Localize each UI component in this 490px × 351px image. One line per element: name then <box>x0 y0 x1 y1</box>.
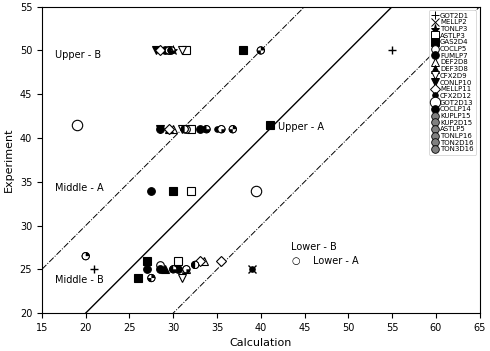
Circle shape <box>218 126 225 133</box>
Y-axis label: Experiment: Experiment <box>4 128 14 192</box>
Text: Upper - A: Upper - A <box>278 121 324 132</box>
Wedge shape <box>233 126 237 129</box>
Text: Upper - B: Upper - B <box>55 50 101 60</box>
Circle shape <box>229 126 237 133</box>
Legend: GOT2D1, MELLP2, TONLP3, ASTLP3, GAS2D4, COCLP5, FUMLP7, DEF2D8, DEF3D8, CFX2D9, : GOT2D1, MELLP2, TONLP3, ASTLP3, GAS2D4, … <box>429 10 476 155</box>
X-axis label: Calculation: Calculation <box>230 338 292 348</box>
Circle shape <box>203 126 210 133</box>
Wedge shape <box>86 252 89 256</box>
Wedge shape <box>221 129 225 133</box>
Wedge shape <box>203 126 210 133</box>
Text: ○: ○ <box>292 256 300 266</box>
Circle shape <box>168 47 175 54</box>
Text: Lower - A: Lower - A <box>313 256 359 266</box>
Wedge shape <box>170 266 177 273</box>
Circle shape <box>181 126 188 133</box>
Circle shape <box>183 266 190 273</box>
Text: Middle - A: Middle - A <box>55 183 104 193</box>
Wedge shape <box>151 274 155 278</box>
Wedge shape <box>229 129 233 133</box>
Wedge shape <box>147 278 151 282</box>
Wedge shape <box>186 269 190 273</box>
Circle shape <box>257 47 265 54</box>
Wedge shape <box>192 261 195 269</box>
Wedge shape <box>168 47 175 54</box>
Text: Middle - B: Middle - B <box>55 275 104 285</box>
Circle shape <box>82 252 89 260</box>
Circle shape <box>192 261 199 269</box>
Circle shape <box>170 266 177 273</box>
Circle shape <box>147 274 155 282</box>
Circle shape <box>165 47 172 54</box>
Wedge shape <box>181 126 185 133</box>
Wedge shape <box>169 47 172 51</box>
Wedge shape <box>261 47 265 51</box>
Text: Lower - B: Lower - B <box>292 243 337 252</box>
Wedge shape <box>257 51 261 54</box>
